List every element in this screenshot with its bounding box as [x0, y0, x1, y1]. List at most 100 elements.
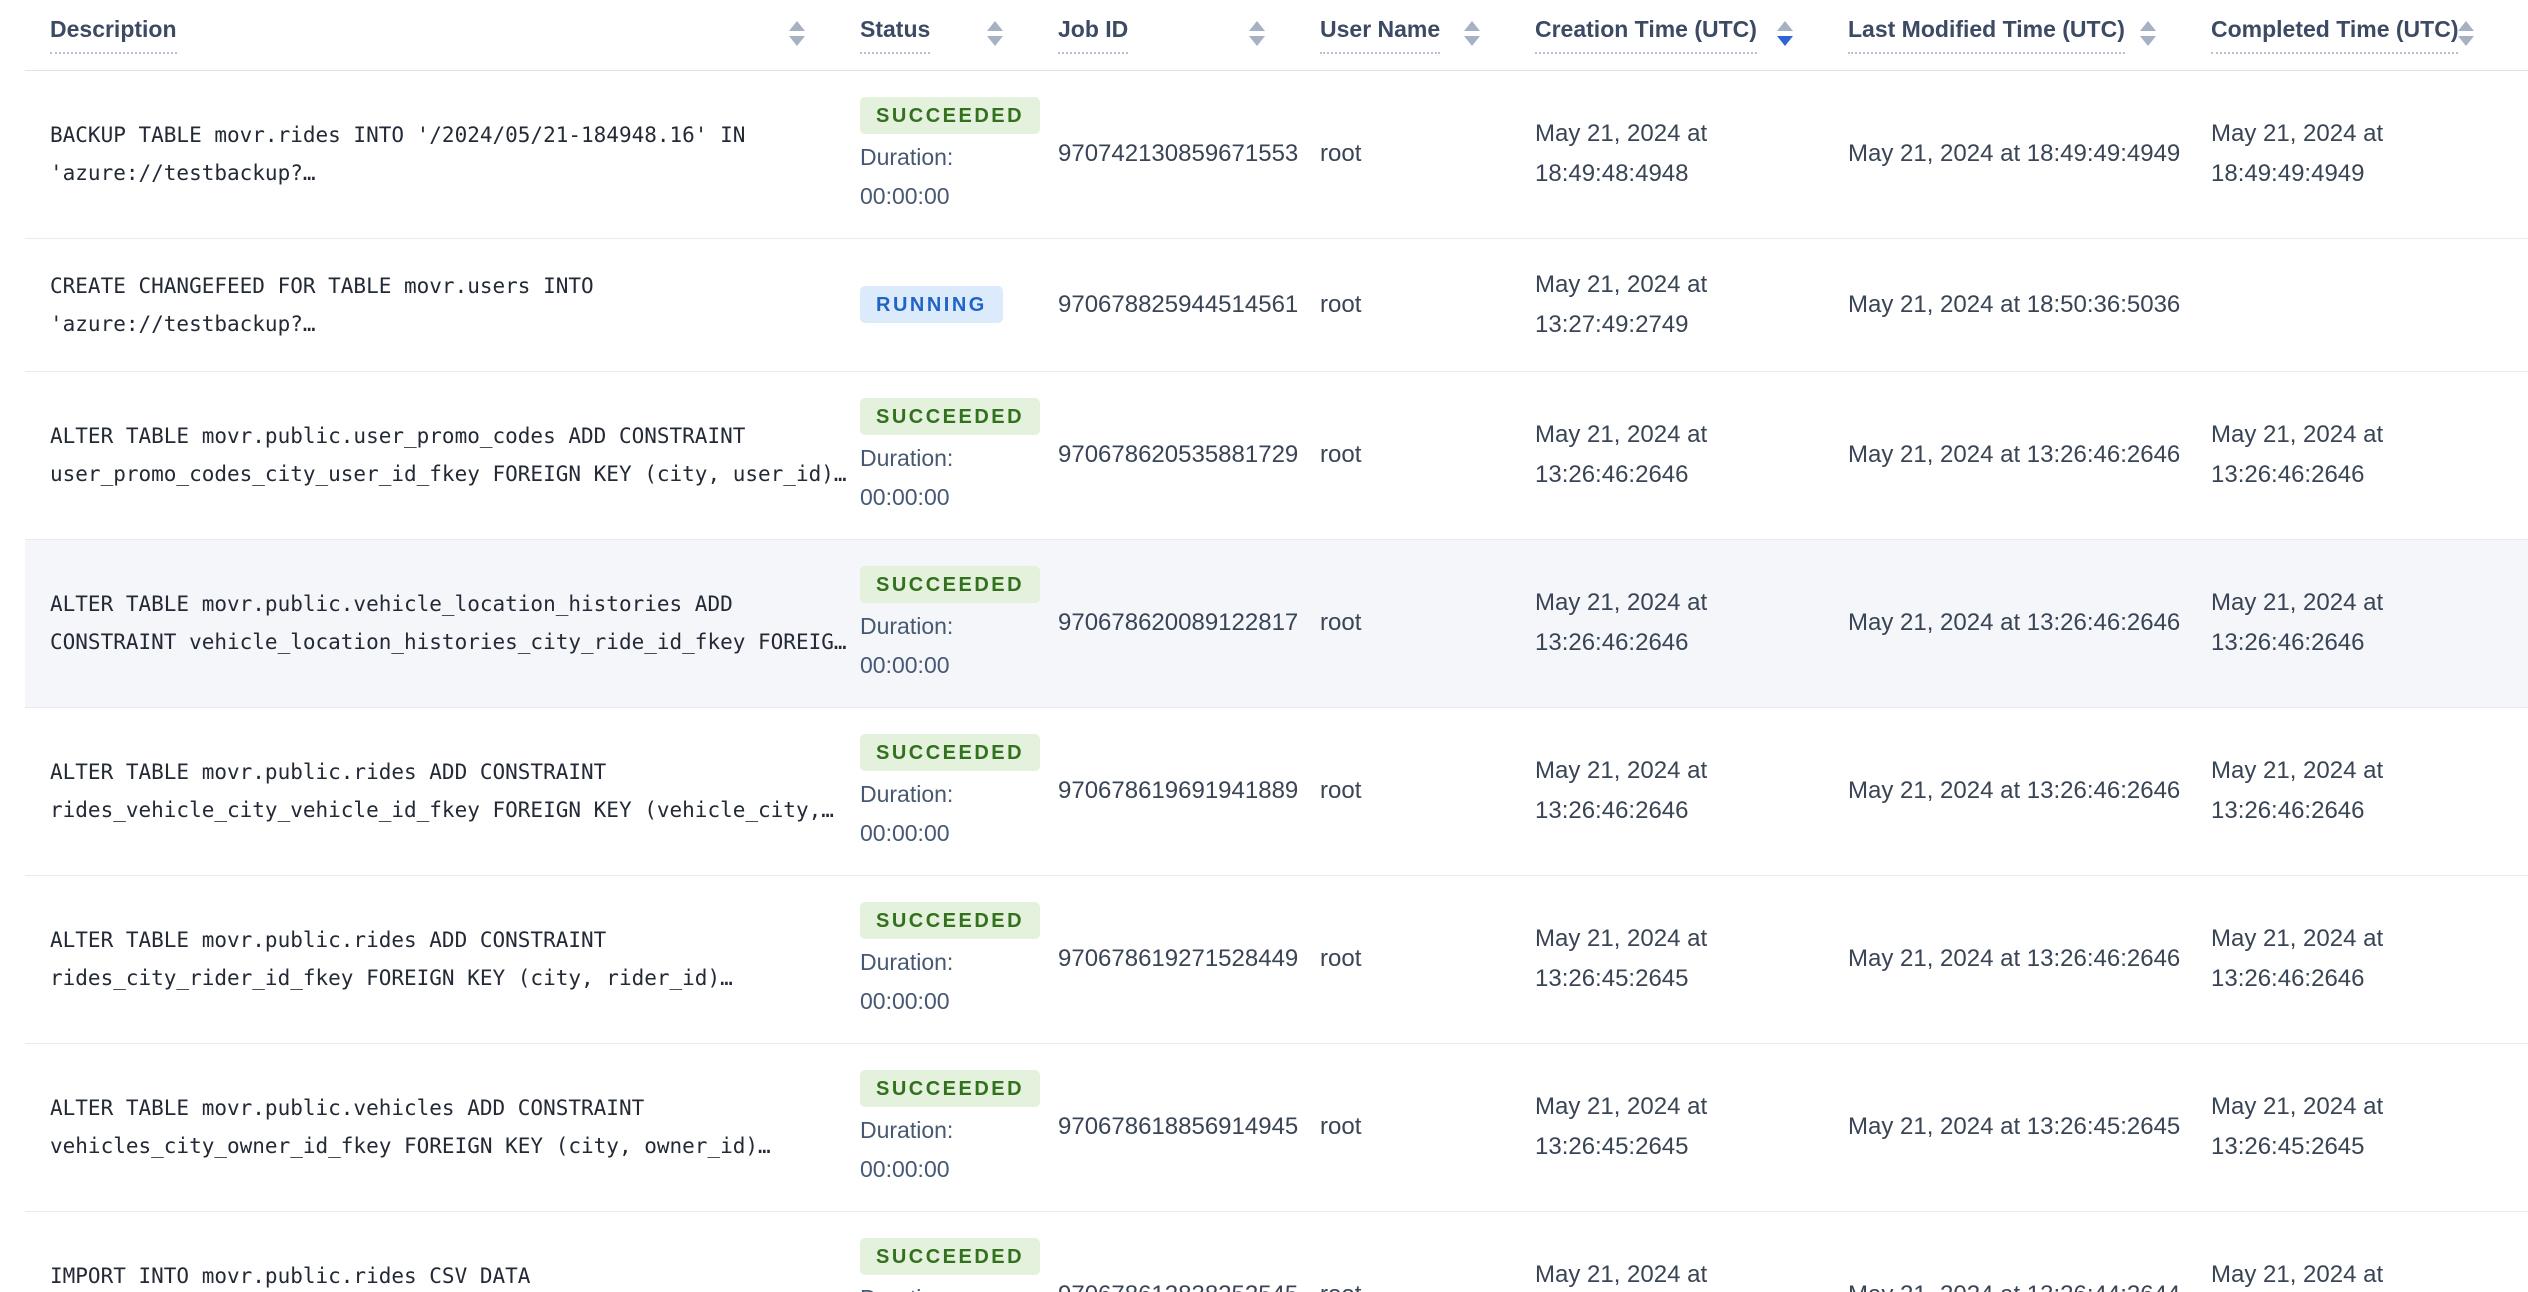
table-row[interactable]: ALTER TABLE movr.public.user_promo_codes…	[25, 371, 2528, 540]
job-id: 970678825944514561	[1058, 238, 1320, 372]
user-name: root	[1320, 707, 1535, 876]
duration-label: Duration:	[860, 143, 954, 170]
status-badge: SUCCEEDED	[860, 901, 1041, 939]
status-badge: SUCCEEDED	[860, 733, 1041, 771]
job-description: ALTER TABLE movr.public.vehicle_location…	[25, 539, 860, 708]
completed-time: May 21, 2024 at 13:26:46:2646	[2211, 875, 2528, 1044]
last-modified-time: May 21, 2024 at 13:26:46:2646	[1848, 539, 2211, 708]
status-badge: SUCCEEDED	[860, 96, 1041, 134]
job-status-cell: SUCCEEDED Duration: 00:00:00	[860, 1211, 1058, 1292]
column-header-creation-time[interactable]: Creation Time (UTC)	[1535, 0, 1848, 71]
creation-time: May 21, 2024 at 13:26:46:2646	[1535, 539, 1848, 708]
job-status-cell: SUCCEEDED Duration: 00:00:00	[860, 1043, 1058, 1212]
table-row[interactable]: ALTER TABLE movr.public.vehicles ADD CON…	[25, 1043, 2528, 1212]
sort-icon	[2458, 21, 2475, 46]
job-id: 970678620089122817	[1058, 539, 1320, 708]
column-label: Job ID	[1058, 15, 1129, 54]
duration-value: 00:00:00	[860, 819, 950, 846]
column-header-user-name[interactable]: User Name	[1320, 0, 1535, 71]
column-header-status[interactable]: Status	[860, 0, 1058, 71]
sort-icon	[2140, 21, 2156, 46]
column-header-completed-time[interactable]: Completed Time (UTC)	[2211, 0, 2528, 71]
duration-value: 00:00:00	[860, 182, 950, 209]
table-row[interactable]: ALTER TABLE movr.public.rides ADD CONSTR…	[25, 707, 2528, 876]
duration-label: Duration:	[860, 780, 954, 807]
table-row[interactable]: ALTER TABLE movr.public.vehicle_location…	[25, 539, 2528, 708]
column-label: User Name	[1320, 15, 1441, 54]
column-header-description[interactable]: Description	[25, 0, 860, 71]
user-name: root	[1320, 70, 1535, 239]
sort-icon	[789, 21, 805, 46]
duration-label: Duration:	[860, 948, 954, 975]
job-description: IMPORT INTO movr.public.rides CSV DATA (…	[25, 1211, 860, 1292]
last-modified-time: May 21, 2024 at 13:26:46:2646	[1848, 875, 2211, 1044]
duration-label: Duration:	[860, 612, 954, 639]
column-label: Creation Time (UTC)	[1535, 15, 1757, 54]
creation-time: May 21, 2024 at 13:26:45:2645	[1535, 1043, 1848, 1212]
completed-time: May 21, 2024 at 13:26:46:2646	[2211, 371, 2528, 540]
jobs-table: Description Status Job ID User Name	[25, 0, 2528, 1292]
column-label: Status	[860, 15, 931, 54]
column-header-last-modified-time[interactable]: Last Modified Time (UTC)	[1848, 0, 2211, 71]
last-modified-time: May 21, 2024 at 13:26:46:2646	[1848, 707, 2211, 876]
sort-icon	[987, 21, 1003, 46]
completed-time	[2211, 238, 2528, 372]
completed-time: May 21, 2024 at 13:26:44:2644	[2211, 1211, 2528, 1292]
user-name: root	[1320, 1043, 1535, 1212]
column-label: Last Modified Time (UTC)	[1848, 15, 2125, 54]
duration-label: Duration:	[860, 1282, 1038, 1292]
column-label: Completed Time (UTC)	[2211, 15, 2459, 54]
column-header-job-id[interactable]: Job ID	[1058, 0, 1320, 71]
sort-icon	[1249, 21, 1265, 46]
creation-time: May 21, 2024 at 13:26:45:2645	[1535, 875, 1848, 1044]
job-id: 970678612838252545	[1058, 1211, 1320, 1292]
job-id: 970678619271528449	[1058, 875, 1320, 1044]
job-description: BACKUP TABLE movr.rides INTO '/2024/05/2…	[25, 70, 860, 239]
creation-time: May 21, 2024 at 13:27:49:2749	[1535, 238, 1848, 372]
table-header-row: Description Status Job ID User Name	[25, 0, 2528, 71]
user-name: root	[1320, 1211, 1535, 1292]
job-description: ALTER TABLE movr.public.rides ADD CONSTR…	[25, 707, 860, 876]
job-status-cell: RUNNING	[860, 238, 1058, 372]
job-id: 970678620535881729	[1058, 371, 1320, 540]
user-name: root	[1320, 539, 1535, 708]
duration-value: 00:00:00	[860, 483, 950, 510]
duration-value: 00:00:00	[860, 651, 950, 678]
status-badge: SUCCEEDED	[860, 397, 1041, 435]
duration-label: Duration:	[860, 444, 954, 471]
job-description: ALTER TABLE movr.public.rides ADD CONSTR…	[25, 875, 860, 1044]
job-status-cell: SUCCEEDED Duration: 00:00:00	[860, 371, 1058, 540]
creation-time: May 21, 2024 at 13:26:43:2643	[1535, 1211, 1848, 1292]
completed-time: May 21, 2024 at 13:26:46:2646	[2211, 539, 2528, 708]
creation-time: May 21, 2024 at 13:26:46:2646	[1535, 371, 1848, 540]
status-badge: RUNNING	[860, 286, 1003, 324]
job-id: 970678618856914945	[1058, 1043, 1320, 1212]
completed-time: May 21, 2024 at 13:26:45:2645	[2211, 1043, 2528, 1212]
duration-value: 00:00:00	[860, 987, 950, 1014]
user-name: root	[1320, 238, 1535, 372]
job-status-cell: SUCCEEDED Duration: 00:00:00	[860, 875, 1058, 1044]
last-modified-time: May 21, 2024 at 13:26:44:2644	[1848, 1211, 2211, 1292]
duration-value: 00:00:00	[860, 1155, 950, 1182]
job-description: ALTER TABLE movr.public.user_promo_codes…	[25, 371, 860, 540]
table-row[interactable]: CREATE CHANGEFEED FOR TABLE movr.users I…	[25, 238, 2528, 372]
last-modified-time: May 21, 2024 at 13:26:45:2645	[1848, 1043, 2211, 1212]
sort-icon	[1464, 21, 1480, 46]
sort-desc-icon	[1777, 21, 1793, 46]
table-row[interactable]: BACKUP TABLE movr.rides INTO '/2024/05/2…	[25, 70, 2528, 239]
job-status-cell: SUCCEEDED Duration: 00:00:00	[860, 707, 1058, 876]
job-status-cell: SUCCEEDED Duration: 00:00:00	[860, 70, 1058, 239]
status-badge: SUCCEEDED	[860, 1237, 1041, 1275]
completed-time: May 21, 2024 at 18:49:49:4949	[2211, 70, 2528, 239]
job-description: ALTER TABLE movr.public.vehicles ADD CON…	[25, 1043, 860, 1212]
job-status-cell: SUCCEEDED Duration: 00:00:00	[860, 539, 1058, 708]
table-row[interactable]: IMPORT INTO movr.public.rides CSV DATA (…	[25, 1211, 2528, 1292]
table-row[interactable]: ALTER TABLE movr.public.rides ADD CONSTR…	[25, 875, 2528, 1044]
column-label: Description	[50, 15, 177, 54]
last-modified-time: May 21, 2024 at 18:50:36:5036	[1848, 238, 2211, 372]
job-id: 970742130859671553	[1058, 70, 1320, 239]
user-name: root	[1320, 875, 1535, 1044]
user-name: root	[1320, 371, 1535, 540]
jobs-table-container: Description Status Job ID User Name	[25, 0, 2528, 1292]
completed-time: May 21, 2024 at 13:26:46:2646	[2211, 707, 2528, 876]
